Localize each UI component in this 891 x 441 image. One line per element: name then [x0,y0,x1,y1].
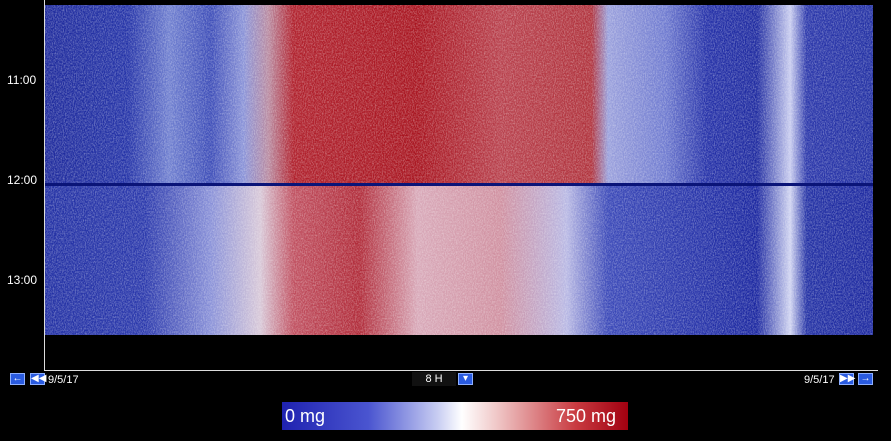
color-scale-bar [282,402,628,430]
color-scale-max: 750 mg [556,406,617,426]
time-label: 12:00 [7,173,38,187]
rewind-button[interactable]: ◀◀ [30,373,47,385]
end-date: 9/5/17 [804,374,835,386]
scroll-right-button[interactable]: → [858,373,873,385]
time-span[interactable]: 8 H [412,372,456,386]
start-date: 9/5/17 [48,374,79,386]
color-scale-min: 0 mg [285,406,326,426]
fast-forward-button[interactable]: ▶▶ [839,373,856,385]
time-label: 11:00 [7,73,37,87]
span-dropdown[interactable]: ▾ [458,373,473,385]
time-label: 13:00 [7,273,38,287]
scroll-left-button[interactable]: ← [10,373,25,385]
